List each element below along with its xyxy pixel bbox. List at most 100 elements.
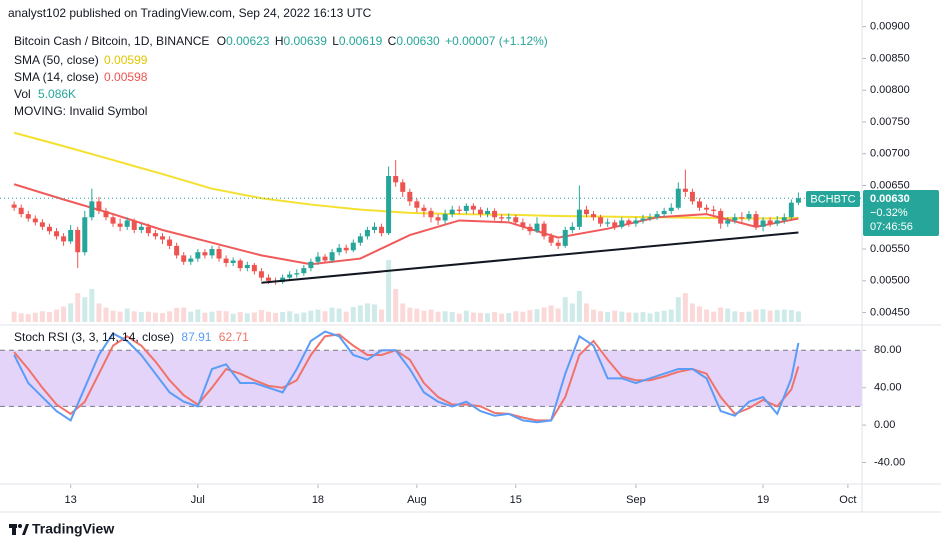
last-price: 0.00630	[870, 193, 910, 205]
candle-body	[753, 214, 759, 227]
y-tick-label: -40.00	[874, 456, 905, 468]
volume-bar	[407, 307, 413, 322]
candle-body	[449, 209, 455, 215]
candle-body	[647, 217, 653, 219]
candle-body	[61, 236, 67, 242]
symbol-badge: BCHBTC	[806, 191, 860, 207]
volume-bar	[421, 310, 427, 322]
volume-bar	[534, 309, 540, 322]
volume-bar	[513, 311, 519, 322]
volume-bar	[174, 307, 180, 322]
volume-bar	[682, 293, 688, 322]
candle-body	[421, 207, 427, 211]
candle-body	[103, 210, 109, 218]
volume-bar	[273, 312, 279, 322]
candle-body	[407, 191, 413, 202]
candle-body	[435, 217, 441, 221]
candle-body	[308, 261, 314, 269]
candle-body	[477, 209, 483, 215]
ohlc-value: 0.00639	[284, 34, 328, 48]
volume-bar	[647, 313, 653, 322]
candle-body	[732, 217, 738, 221]
volume-bar	[605, 312, 611, 322]
volume-bar	[555, 308, 561, 322]
volume-bar	[329, 307, 335, 322]
candle-body	[675, 188, 681, 208]
candle-body	[555, 242, 561, 246]
volume-bar	[265, 311, 271, 322]
volume-bar	[485, 313, 491, 322]
candle-body	[520, 222, 526, 227]
volume-bar	[223, 311, 229, 322]
candle-body	[315, 256, 321, 262]
volume-bar	[760, 309, 766, 322]
candle-body	[640, 218, 646, 221]
candle-body	[117, 223, 123, 227]
volume-bar	[598, 311, 604, 322]
candle-body	[188, 258, 194, 262]
volume-bar	[795, 311, 801, 322]
candle-body	[343, 247, 349, 251]
y-tick-label: 0.00500	[870, 275, 910, 287]
y-tick-label: 0.00700	[870, 148, 910, 160]
volume-bar	[548, 305, 554, 322]
candle-body	[506, 217, 512, 219]
ohlc-name: O	[217, 34, 226, 48]
volume-bar	[527, 310, 533, 322]
volume-bar	[251, 312, 257, 322]
candle-body	[442, 214, 448, 221]
candle-body	[725, 220, 731, 224]
legend-volume: Vol 5.086K	[14, 87, 76, 101]
volume-bar	[591, 309, 597, 322]
volume-bar	[18, 313, 24, 322]
symbol-title: Bitcoin Cash / Bitcoin, 1D, BINANCE	[14, 34, 209, 48]
logo-part	[22, 524, 29, 535]
candle-body	[11, 204, 17, 208]
y-tick-label: 0.00750	[870, 116, 910, 128]
candle-body	[46, 226, 52, 232]
volume-bar	[32, 312, 38, 322]
logo-part	[12, 524, 16, 535]
candle-body	[704, 207, 710, 210]
candle-body	[569, 226, 575, 230]
legend-sma14: SMA (14, close) 0.00598	[14, 70, 148, 84]
candle-body	[492, 210, 498, 218]
volume-bar	[633, 312, 639, 322]
volume-bar	[138, 312, 144, 322]
candle-body	[788, 202, 794, 218]
volume-bar	[569, 303, 575, 322]
y-tick-label: 0.00850	[870, 52, 910, 64]
candle-body	[591, 214, 597, 218]
candle-body	[767, 220, 773, 224]
volume-bar	[315, 309, 321, 322]
volume-bar	[711, 311, 717, 322]
candle-body	[124, 220, 130, 227]
volume-bar	[350, 307, 356, 322]
volume-bar	[774, 310, 780, 322]
stoch-line	[13, 330, 800, 424]
candle-body	[39, 222, 45, 227]
candle-body	[541, 223, 547, 237]
candle-body	[562, 229, 568, 246]
volume-bar	[54, 309, 60, 322]
volume-bar	[343, 311, 349, 322]
candle-body	[68, 229, 74, 242]
y-tick-label: 0.00650	[870, 179, 910, 191]
volume-bar	[322, 311, 328, 322]
legend-main: Bitcoin Cash / Bitcoin, 1D, BINANCE O 0.0…	[14, 34, 548, 48]
candle-body	[209, 249, 215, 256]
brand-logo: TradingView	[9, 521, 114, 537]
volume-bar	[39, 311, 45, 322]
x-tick-label: 18	[312, 494, 324, 506]
volume-bar	[562, 297, 568, 322]
volume-bar	[68, 303, 74, 322]
candle-body	[619, 220, 625, 227]
candle-body	[781, 217, 787, 221]
volume-bar	[449, 312, 455, 322]
volume-bar	[287, 311, 293, 322]
volume-bar	[781, 309, 787, 322]
plot-layer: 13 Jul 18 Aug 15 Sep 19 Oct0.009000.008500.0080…	[0, 21, 910, 506]
volume-bar	[181, 307, 187, 322]
x-tick-label: 19	[757, 494, 769, 506]
candle-body	[54, 231, 60, 237]
